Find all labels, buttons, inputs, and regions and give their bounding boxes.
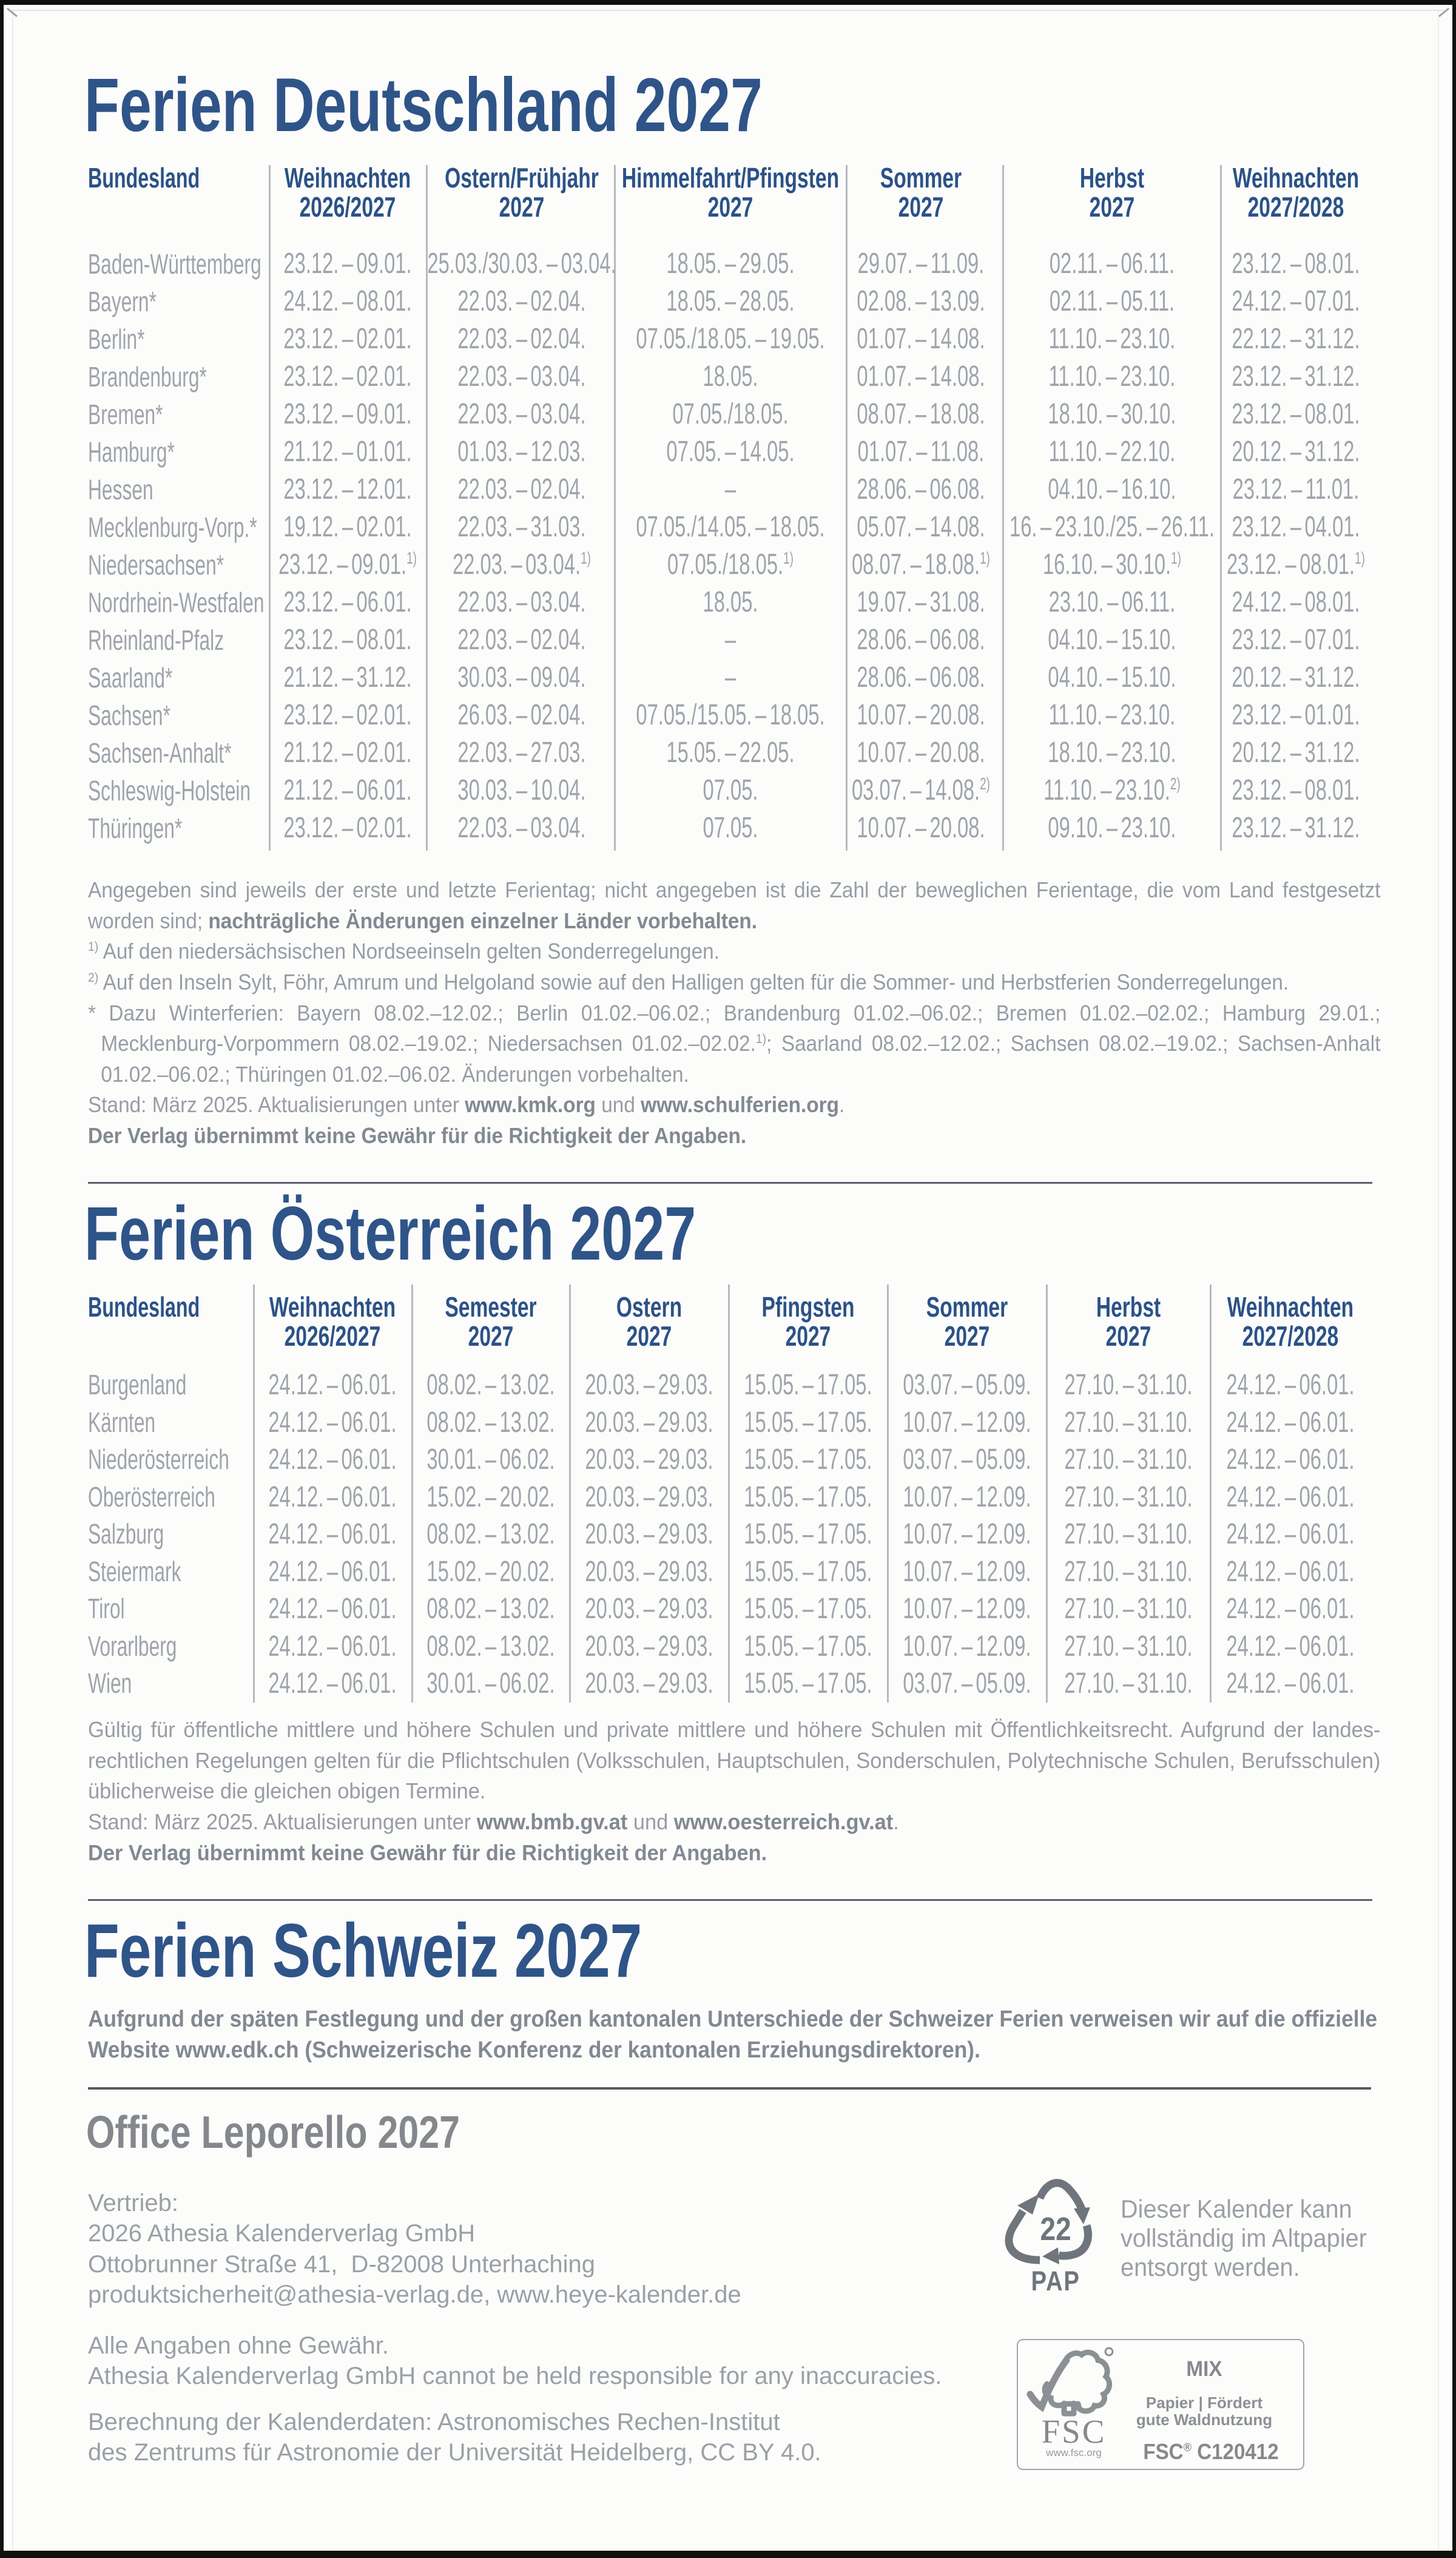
svg-text:22: 22 (1040, 2211, 1071, 2247)
svg-text:PAP: PAP (1031, 2266, 1080, 2296)
